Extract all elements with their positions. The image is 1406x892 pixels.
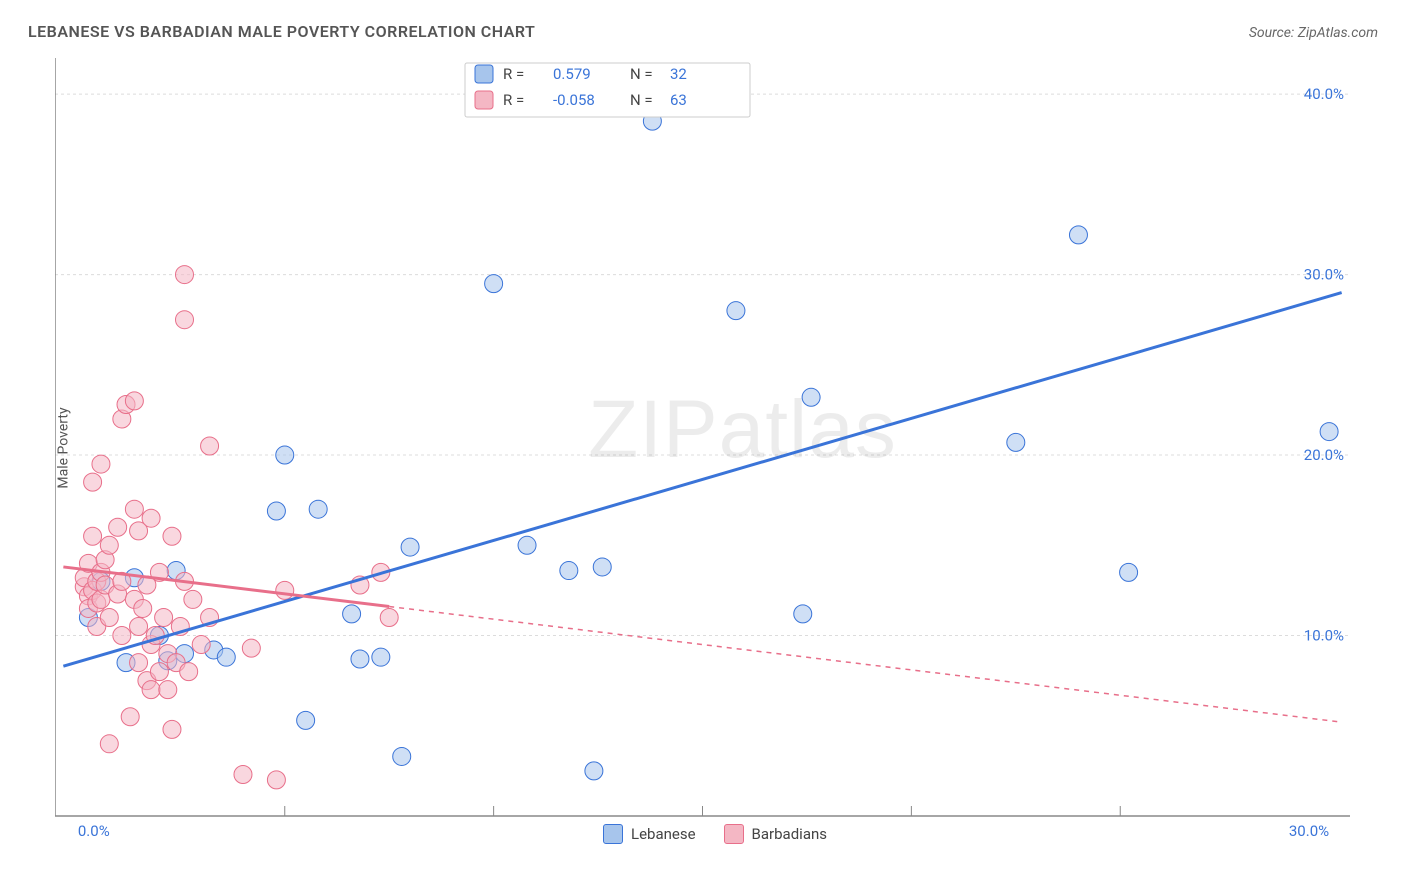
legend-item-lebanese: Lebanese (603, 824, 696, 844)
svg-text:32: 32 (670, 65, 687, 83)
point-barbadians (92, 455, 110, 473)
point-barbadians (130, 654, 148, 672)
point-barbadians (155, 608, 173, 626)
legend-item-barbadians: Barbadians (724, 824, 827, 844)
point-lebanese (393, 747, 411, 765)
legend-label: Barbadians (752, 825, 827, 843)
legend-swatch (724, 824, 744, 844)
point-barbadians (113, 627, 131, 645)
legend-swatch (603, 824, 623, 844)
point-lebanese (585, 762, 603, 780)
point-barbadians (84, 473, 102, 491)
point-lebanese (1007, 433, 1025, 451)
point-lebanese (802, 388, 820, 406)
point-lebanese (1069, 226, 1087, 244)
svg-text:20.0%: 20.0% (1304, 446, 1344, 464)
point-barbadians (130, 618, 148, 636)
point-barbadians (380, 608, 398, 626)
svg-text:-0.058: -0.058 (553, 91, 595, 109)
y-axis-label: Male Poverty (56, 407, 72, 488)
svg-text:0.579: 0.579 (553, 65, 591, 83)
svg-text:R =: R = (503, 91, 524, 109)
point-lebanese (309, 500, 327, 518)
point-barbadians (163, 527, 181, 545)
point-barbadians (121, 708, 139, 726)
point-lebanese (1320, 423, 1338, 441)
chart-source: Source: ZipAtlas.com (1249, 25, 1378, 41)
svg-text:R =: R = (503, 65, 524, 83)
point-barbadians (109, 518, 127, 536)
point-lebanese (593, 558, 611, 576)
svg-text:N =: N = (630, 65, 653, 83)
point-lebanese (1120, 563, 1138, 581)
point-barbadians (276, 581, 294, 599)
point-lebanese (267, 502, 285, 520)
trend-lebanese (63, 293, 1341, 667)
point-barbadians (100, 608, 118, 626)
point-lebanese (794, 605, 812, 623)
point-barbadians (142, 509, 160, 527)
point-barbadians (176, 311, 194, 329)
point-barbadians (150, 663, 168, 681)
point-lebanese (351, 650, 369, 668)
point-barbadians (234, 765, 252, 783)
point-barbadians (100, 735, 118, 753)
chart-header: LEBANESE VS BARBADIAN MALE POVERTY CORRE… (28, 22, 1378, 41)
point-barbadians (100, 536, 118, 554)
point-barbadians (125, 392, 143, 410)
point-lebanese (297, 711, 315, 729)
svg-text:40.0%: 40.0% (1304, 85, 1344, 103)
point-lebanese (372, 648, 390, 666)
trend-extrap-barbadians (389, 607, 1341, 723)
bottom-legend: Lebanese Barbadians (55, 824, 1375, 844)
point-lebanese (217, 648, 235, 666)
point-lebanese (485, 275, 503, 293)
point-barbadians (184, 590, 202, 608)
point-lebanese (276, 446, 294, 464)
point-lebanese (401, 538, 419, 556)
scatter-chart: 10.0%20.0%30.0%40.0%ZIPatlas0.0%30.0%R =… (55, 58, 1375, 838)
point-barbadians (267, 771, 285, 789)
point-barbadians (180, 663, 198, 681)
point-lebanese (518, 536, 536, 554)
point-barbadians (176, 266, 194, 284)
point-barbadians (159, 681, 177, 699)
svg-text:N =: N = (630, 91, 653, 109)
svg-text:10.0%: 10.0% (1304, 627, 1344, 645)
point-barbadians (125, 500, 143, 518)
point-barbadians (201, 437, 219, 455)
point-barbadians (84, 527, 102, 545)
svg-text:ZIPatlas: ZIPatlas (588, 384, 897, 475)
legend-label: Lebanese (631, 825, 696, 843)
svg-text:63: 63 (670, 91, 687, 109)
point-barbadians (163, 720, 181, 738)
point-lebanese (560, 562, 578, 580)
point-lebanese (343, 605, 361, 623)
chart-title: LEBANESE VS BARBADIAN MALE POVERTY CORRE… (28, 22, 535, 41)
legend-swatch-barbadians (475, 91, 493, 109)
point-barbadians (142, 681, 160, 699)
point-lebanese (727, 302, 745, 320)
point-barbadians (242, 639, 260, 657)
svg-text:30.0%: 30.0% (1304, 266, 1344, 284)
point-barbadians (134, 599, 152, 617)
point-barbadians (192, 636, 210, 654)
plot-area: Male Poverty 10.0% 20.0% 30.0% 40.0% ZIPatla… (55, 58, 1375, 838)
legend-swatch-lebanese (475, 65, 493, 83)
